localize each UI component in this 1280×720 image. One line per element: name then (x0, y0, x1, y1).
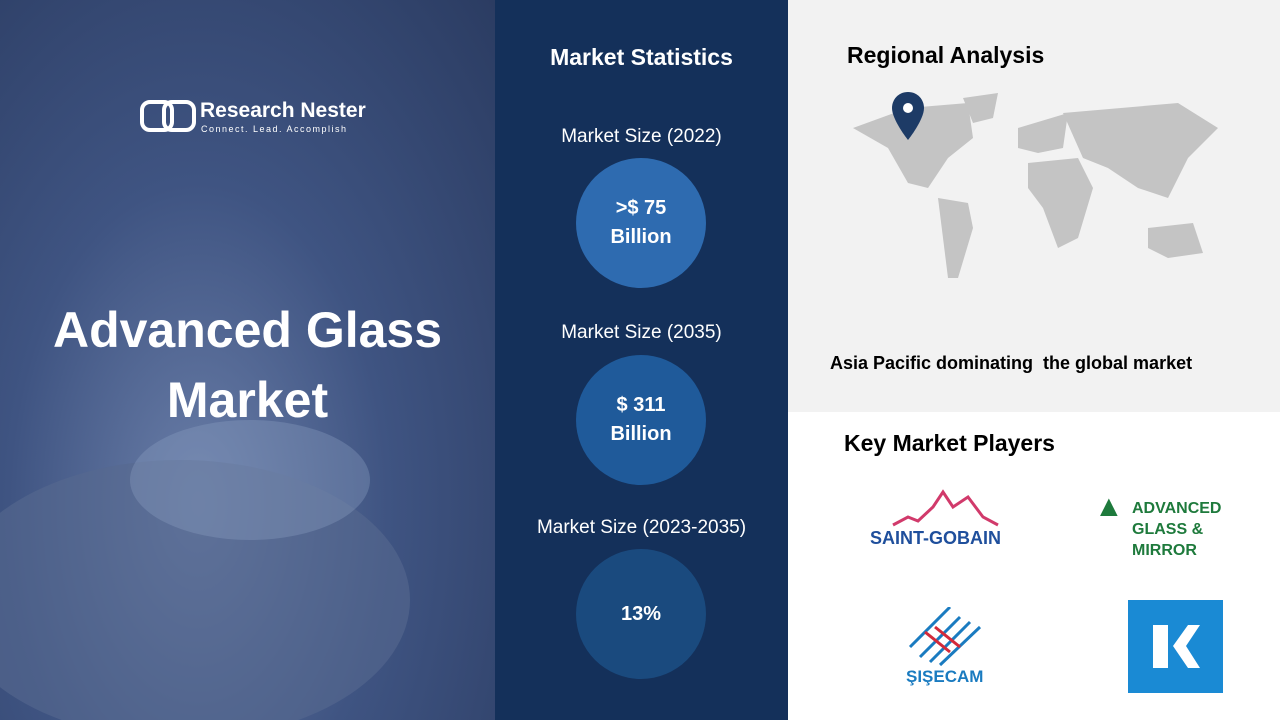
world-map (853, 93, 1218, 278)
brand-tagline: Connect. Lead. Accomplish (201, 124, 348, 134)
stat-label: Market Size (2023-2035) (536, 517, 747, 538)
players-heading: Key Market Players (844, 430, 1055, 456)
stat-label: Market Size (2035) (561, 322, 722, 343)
logo-text: ADVANCED GLASS & MIRROR (1132, 500, 1222, 559)
regional-heading: Regional Analysis (847, 42, 1045, 68)
logo-text: ŞIŞECAM (906, 667, 984, 686)
stat-value: $ 311 Billion (576, 355, 706, 485)
logo-mark: ▲ (1094, 490, 1124, 523)
stats-panel: Market Statistics Market Size (2022) >$ … (495, 0, 788, 720)
regional-panel: Regional Analysis Asia Pacific dominatin… (788, 0, 1280, 412)
players-panel: Key Market Players SAINT-GOBAIN ▲ ADVANC… (788, 412, 1280, 720)
stat-value: 13% (576, 549, 706, 679)
regional-caption: Asia Pacific dominating the global marke… (830, 353, 1193, 373)
main-title: Advanced Glass Market (52, 302, 443, 428)
brand-name: Research Nester (200, 99, 366, 122)
stats-heading: Market Statistics (550, 44, 733, 70)
stat-label: Market Size (2022) (561, 126, 722, 147)
hero-panel: Research Nester Connect. Lead. Accomplis… (0, 0, 495, 720)
logo-mark (1128, 600, 1223, 693)
stat-value: >$ 75 Billion (576, 158, 706, 288)
logo-mark (908, 607, 982, 667)
brand-icon (140, 100, 196, 132)
logo-mark (892, 489, 999, 527)
logo-text: SAINT-GOBAIN (870, 528, 1002, 548)
texture (0, 420, 410, 720)
map-pin (892, 92, 924, 140)
